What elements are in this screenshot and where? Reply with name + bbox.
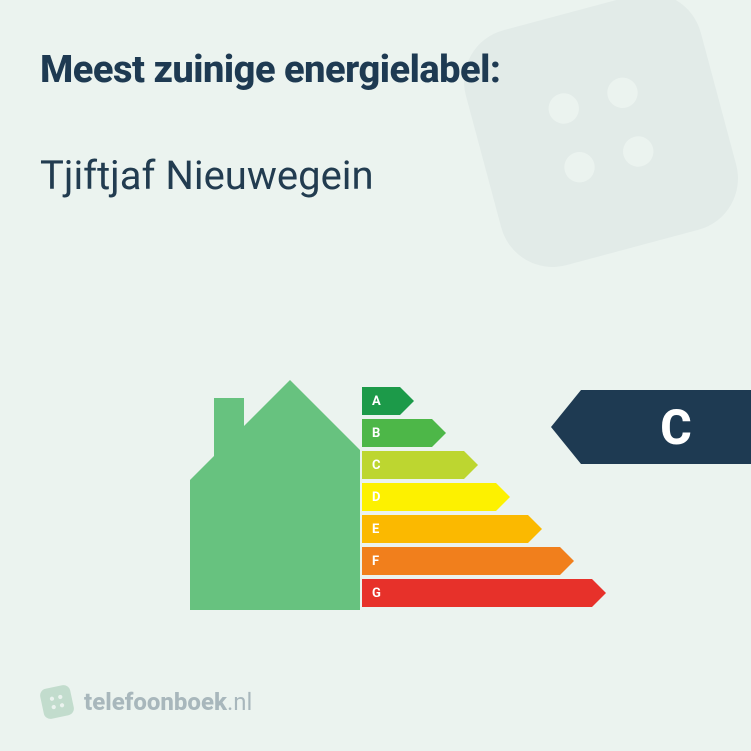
energy-bar-c: C	[362, 451, 464, 479]
energy-bar-label: D	[372, 490, 380, 505]
footer-brand-light: .nl	[227, 688, 252, 716]
energy-bar-label: A	[372, 394, 381, 409]
energy-bar-a: A	[362, 387, 400, 415]
footer-brand: telefoonboek.nl	[40, 685, 252, 719]
selected-label-pointer: C	[551, 390, 751, 464]
energy-bar-g: G	[362, 579, 592, 607]
footer-brand-bold: telefoonboek	[84, 688, 227, 716]
energy-bar-label: B	[372, 426, 380, 441]
energy-bar-label: G	[372, 586, 381, 601]
energy-bar-row: E	[362, 514, 592, 544]
energy-bar-f: F	[362, 547, 560, 575]
pointer-arrow-icon	[551, 390, 581, 464]
energy-bar-row: D	[362, 482, 592, 512]
energy-bar-label: E	[372, 522, 379, 537]
energy-bar-d: D	[362, 483, 496, 511]
footer-brand-text: telefoonboek.nl	[84, 688, 252, 716]
energy-bar-row: G	[362, 578, 592, 608]
energy-bar-e: E	[362, 515, 528, 543]
telefoonboek-logo-icon	[37, 682, 77, 722]
energy-bar-label: F	[372, 554, 379, 569]
energy-bar-row: F	[362, 546, 592, 576]
location-subtitle: Tjiftjaf Nieuwegein	[40, 152, 711, 199]
energy-bar-label: C	[372, 458, 381, 473]
page-root: Meest zuinige energielabel: Tjiftjaf Nie…	[0, 0, 751, 751]
energy-chart: A B C D E F G C	[0, 350, 751, 630]
house-icon	[170, 380, 360, 610]
selected-label-letter: C	[581, 390, 751, 464]
page-title: Meest zuinige energielabel:	[40, 48, 711, 92]
energy-bar-b: B	[362, 419, 432, 447]
